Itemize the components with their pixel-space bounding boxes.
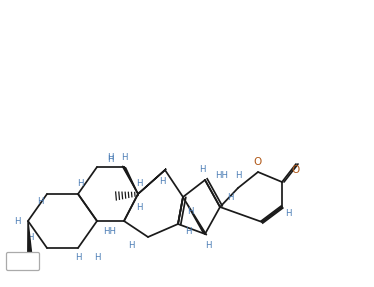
Text: H: H bbox=[128, 241, 134, 251]
Text: H: H bbox=[136, 203, 142, 212]
FancyBboxPatch shape bbox=[6, 253, 40, 271]
Polygon shape bbox=[183, 197, 207, 235]
Text: H: H bbox=[199, 166, 205, 174]
Text: H: H bbox=[121, 152, 127, 162]
Text: O: O bbox=[292, 165, 300, 175]
Text: H: H bbox=[14, 216, 20, 226]
Text: H: H bbox=[107, 154, 113, 162]
Polygon shape bbox=[122, 166, 138, 194]
Text: H: H bbox=[227, 193, 233, 203]
Text: H: H bbox=[75, 253, 81, 263]
Text: H: H bbox=[77, 179, 83, 189]
Polygon shape bbox=[138, 169, 166, 194]
Text: H: H bbox=[37, 197, 43, 207]
Text: H: H bbox=[27, 234, 33, 243]
Text: H: H bbox=[136, 179, 142, 189]
Text: H: H bbox=[285, 210, 291, 218]
Text: H: H bbox=[94, 253, 100, 263]
Text: H: H bbox=[185, 228, 191, 236]
Text: H: H bbox=[187, 208, 193, 216]
Text: H: H bbox=[107, 156, 113, 164]
Text: H: H bbox=[205, 241, 211, 251]
Polygon shape bbox=[28, 221, 32, 259]
Text: H: H bbox=[235, 172, 241, 181]
Text: H: H bbox=[159, 177, 165, 187]
Text: HH: HH bbox=[104, 226, 116, 236]
Text: O: O bbox=[254, 157, 262, 167]
Text: AhO: AhO bbox=[13, 257, 30, 267]
Text: HH: HH bbox=[215, 172, 229, 181]
